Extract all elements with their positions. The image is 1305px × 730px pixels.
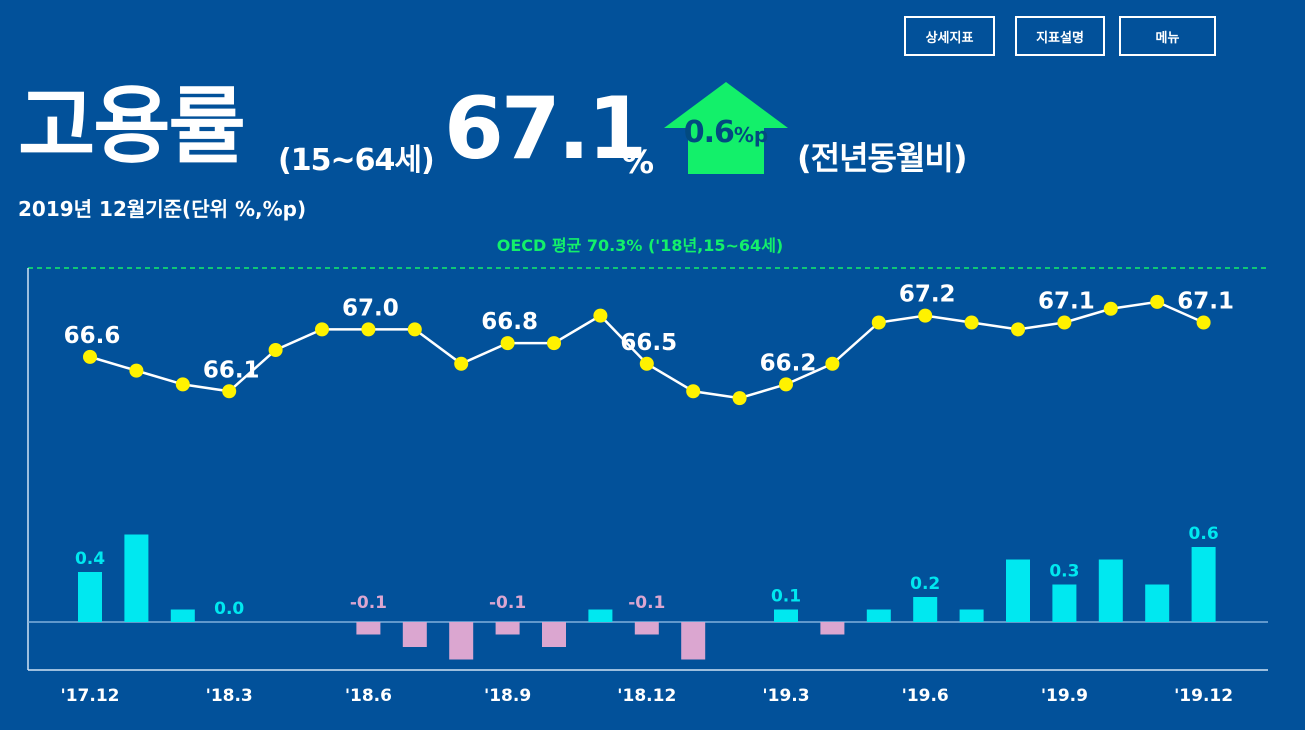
yoy-change-badge: 0.6%p [664, 118, 788, 148]
yoy-change-data-label: 0.6 [1189, 524, 1219, 544]
employment-rate-data-label: 67.1 [1177, 289, 1234, 315]
oecd-average-label: OECD 평균 70.3% ('18년,15~64세) [496, 236, 784, 255]
employment-rate-point [732, 391, 747, 406]
yoy-change-bar [959, 609, 984, 622]
yoy-change-bar [1145, 584, 1170, 622]
employment-rate-point [83, 349, 97, 364]
yoy-change-bar [1191, 547, 1216, 622]
x-tick-label: '18.3 [206, 686, 253, 706]
yoy-change-data-label: 0.4 [75, 549, 105, 569]
employment-rate-point [315, 322, 329, 337]
yoy-change-data-label: 0.0 [214, 599, 244, 619]
date-note: 2019년 12월기준(단위 %,%p) [18, 197, 307, 221]
yoy-change-value: 0.6 [683, 115, 735, 150]
employment-rate-point [779, 377, 793, 392]
employment-rate-point [1103, 301, 1118, 316]
employment-rate-data-label: 67.2 [899, 282, 956, 308]
yoy-change-bar [124, 534, 149, 622]
detail-indicator-button[interactable]: 상세지표 [904, 16, 995, 56]
employment-rate-point [1196, 315, 1211, 330]
yoy-change-bar [634, 622, 659, 635]
page-title: 고용률 [18, 77, 246, 175]
comparison-label: (전년동월비) [797, 139, 967, 177]
employment-rate-point [222, 384, 237, 399]
employment-rate-value: 67.1 [444, 79, 647, 179]
employment-rate-point [500, 336, 515, 351]
employment-rate-data-label: 66.2 [760, 350, 817, 376]
employment-rate-data-label: 67.0 [342, 295, 399, 321]
employment-rate-point [918, 308, 933, 323]
yoy-change-data-label: -0.1 [628, 593, 665, 613]
yoy-change-unit: %p [733, 123, 769, 147]
x-tick-label: '19.3 [762, 686, 809, 706]
yoy-change-data-label: 0.1 [771, 587, 801, 607]
x-tick-label: '19.6 [902, 686, 949, 706]
yoy-change-bar [495, 622, 520, 635]
yoy-change-data-label: -0.1 [350, 593, 387, 613]
yoy-change-bar [913, 597, 938, 622]
age-range-label: (15~64세) [278, 143, 435, 178]
yoy-change-data-label: 0.3 [1049, 562, 1079, 582]
employment-rate-point [639, 356, 654, 371]
employment-rate-point [686, 384, 701, 399]
yoy-change-bar [449, 622, 474, 660]
employment-rate-point [129, 363, 144, 378]
yoy-change-bar [820, 622, 845, 635]
employment-rate-data-label: 66.8 [481, 309, 538, 335]
employment-rate-data-label: 66.6 [64, 323, 121, 349]
yoy-change-bar [170, 609, 195, 622]
yoy-change-bar [356, 622, 381, 635]
x-tick-label: '18.9 [484, 686, 531, 706]
yoy-change-bar [78, 572, 102, 622]
employment-rate-point [361, 322, 376, 337]
employment-rate-point [454, 356, 469, 371]
x-tick-label: '18.12 [617, 686, 676, 706]
employment-rate-point [407, 322, 422, 337]
employment-rate-point [547, 336, 561, 351]
x-tick-label: '19.9 [1041, 686, 1088, 706]
yoy-change-data-label: 0.2 [910, 574, 940, 594]
menu-button[interactable]: 메뉴 [1119, 16, 1216, 56]
employment-rate-point [825, 356, 840, 371]
up-arrow-icon [664, 82, 788, 174]
yoy-change-bar [1052, 584, 1077, 622]
employment-rate-data-label: 66.1 [203, 357, 260, 383]
yoy-change-bar [402, 622, 427, 647]
yoy-change-bar [681, 622, 706, 660]
yoy-change-data-label: -0.1 [489, 593, 526, 613]
x-tick-label: '17.12 [61, 686, 120, 706]
x-tick-label: '19.12 [1174, 686, 1233, 706]
employment-rate-point [1057, 315, 1072, 330]
employment-rate-point [1150, 294, 1165, 309]
indicator-description-button[interactable]: 지표설명 [1015, 16, 1105, 56]
yoy-change-bar [542, 622, 566, 647]
employment-rate-point [593, 308, 608, 323]
employment-rate-point [1011, 322, 1025, 337]
yoy-change-bar [774, 609, 798, 622]
yoy-change-bar [866, 609, 891, 622]
employment-rate-point [964, 315, 979, 330]
yoy-change-bar [1098, 559, 1123, 622]
yoy-change-bar [1006, 559, 1030, 622]
employment-rate-point [268, 343, 283, 357]
employment-rate-point [175, 377, 190, 392]
yoy-change-bar [588, 609, 613, 622]
employment-rate-data-label: 67.1 [1038, 289, 1095, 315]
employment-rate-unit: % [622, 143, 655, 181]
employment-rate-data-label: 66.5 [620, 330, 677, 356]
employment-rate-point [871, 315, 886, 330]
x-tick-label: '18.6 [345, 686, 392, 706]
